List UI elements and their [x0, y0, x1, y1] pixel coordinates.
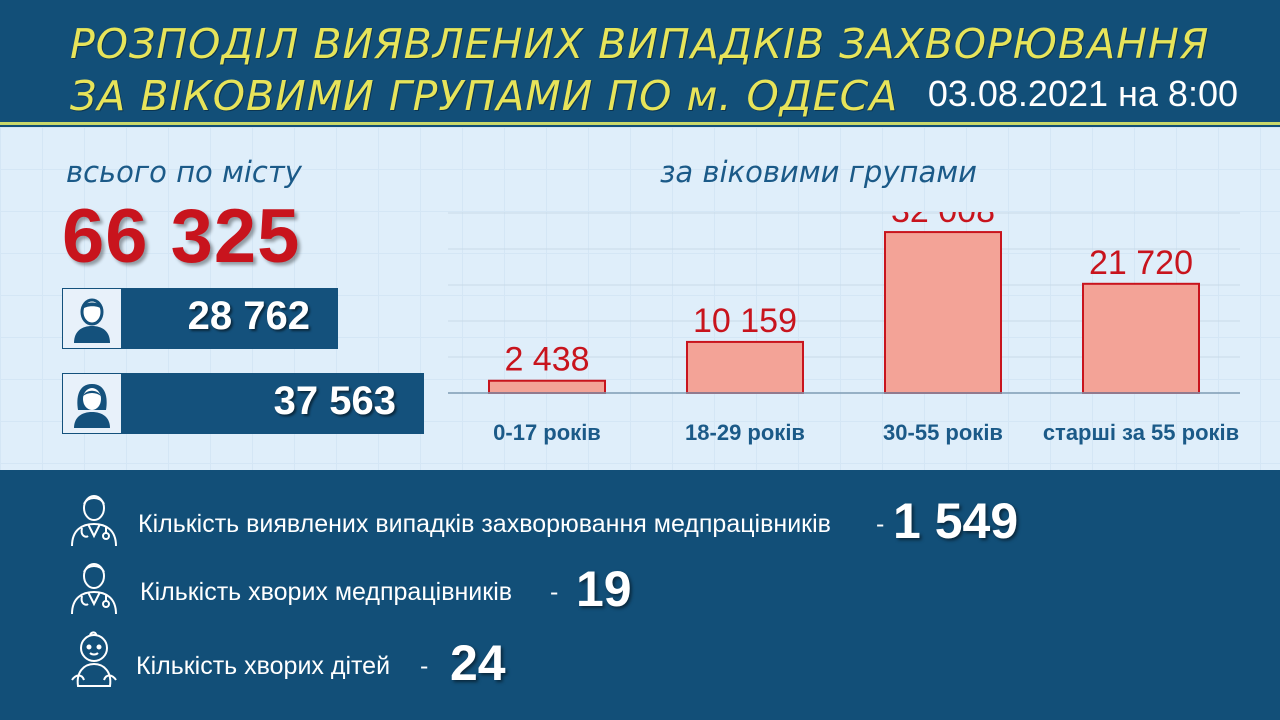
total-value: 66 325 [62, 194, 301, 279]
stat-value: 19 [576, 561, 632, 617]
stat-value: 1 549 [893, 493, 1019, 549]
female-count-bar: 37 563 [62, 373, 424, 434]
stat-row-medics-sick: Кількість хворих медпрацівників - 19 [0, 558, 1280, 628]
bar-value-label: 32 008 [891, 212, 995, 230]
bar-value-label: 2 438 [504, 341, 589, 379]
doctor-icon [66, 492, 122, 553]
category-label: старші за 55 років [1043, 420, 1239, 445]
page-title: РОЗПОДІЛ ВИЯВЛЕНИХ ВИПАДКІВ ЗАХВОРЮВАННЯ… [70, 18, 1209, 122]
chart-title: за віковими групами [660, 155, 977, 189]
category-label: 30-55 років [883, 420, 1003, 445]
stat-label: Кількість хворих дітей [136, 652, 391, 680]
report-date: 03.08.2021 на 8:00 [927, 73, 1238, 114]
chart-bars [488, 231, 1200, 395]
bar-3 [1082, 282, 1200, 394]
bar-0 [488, 379, 606, 395]
stat-row-children-sick: Кількість хворих дітей - 24 [0, 630, 1280, 700]
bar-2 [884, 231, 1002, 394]
stat-label: Кількість виявлених випадків захворюванн… [138, 510, 831, 538]
female-count-value: 37 563 [273, 379, 396, 423]
age-group-bar-chart: 2 438 0-17 років 10 159 18-29 років 32 008 30… [448, 212, 1240, 445]
category-label: 0-17 років [493, 420, 601, 445]
title-line-1: РОЗПОДІЛ ВИЯВЛЕНИХ ВИПАДКІВ ЗАХВОРЮВАННЯ [70, 20, 1210, 68]
doctor-icon [66, 560, 122, 621]
bar-value-label: 10 159 [693, 302, 797, 340]
stat-row-medics-detected: Кількість виявлених випадків захворюванн… [0, 490, 1280, 560]
staff-children-panel: Кількість виявлених випадків захворюванн… [0, 470, 1280, 720]
bar-value-label: 21 720 [1089, 244, 1193, 282]
male-count-value: 28 762 [187, 294, 310, 338]
stat-label: Кількість хворих медпрацівників [140, 578, 513, 606]
baby-icon [66, 630, 122, 695]
male-count-bar: 28 762 [62, 288, 338, 349]
female-person-icon [62, 373, 122, 434]
header: РОЗПОДІЛ ВИЯВЛЕНИХ ВИПАДКІВ ЗАХВОРЮВАННЯ… [0, 0, 1280, 125]
chart-labels: 2 438 0-17 років 10 159 18-29 років 32 008 30… [493, 212, 1239, 445]
stat-dash: - [876, 510, 885, 538]
category-label: 18-29 років [685, 420, 805, 445]
summary-panel: всього по місту 66 325 28 762 37 563 за … [0, 127, 1280, 470]
total-label: всього по місту [66, 155, 302, 189]
stat-dash: - [420, 652, 429, 680]
male-person-icon [62, 288, 122, 349]
stat-value: 24 [450, 635, 506, 691]
title-line-2: ЗА ВІКОВИМИ ГРУПАМИ ПО м. ОДЕСА [70, 72, 899, 120]
stat-dash: - [550, 578, 559, 606]
bar-1 [686, 340, 804, 394]
